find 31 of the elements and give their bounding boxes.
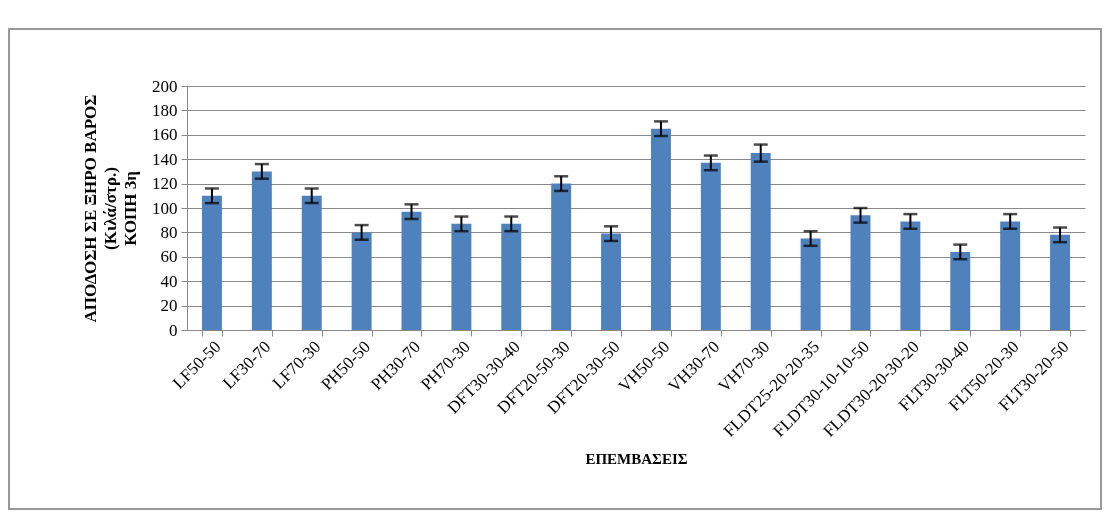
bar [700, 162, 721, 330]
y-tick-label: 160 [152, 125, 178, 145]
bar [251, 171, 272, 330]
y-tick-label: 180 [152, 100, 178, 120]
bar [850, 215, 871, 330]
bar [601, 233, 622, 330]
y-tick-label: 140 [152, 149, 178, 169]
x-axis-title: ΕΠΕΜΒΑΣΕΙΣ [585, 450, 688, 467]
bar [900, 221, 921, 330]
bar [1050, 234, 1071, 330]
y-tick-label: 20 [160, 296, 178, 316]
y-tick-label: 60 [160, 247, 178, 267]
bar [950, 251, 971, 330]
bar [1000, 221, 1021, 330]
bar [451, 223, 472, 330]
bar [301, 195, 322, 330]
y-axis-title: ΑΠΟΔΟΣΗ ΣΕ ΞΗΡΟ ΒΑΡΟΣ (Κιλά/στρ.) ΚΟΠΗ 3η [81, 94, 140, 323]
y-tick-label: 40 [160, 271, 178, 291]
bar [201, 195, 222, 330]
bar [800, 238, 821, 330]
bar [551, 183, 572, 330]
bar [351, 232, 372, 330]
bar [501, 223, 522, 330]
y-tick-label: 100 [152, 198, 178, 218]
y-tick-label: 200 [152, 76, 178, 96]
y-tick-label: 120 [152, 174, 178, 194]
y-tick-label: 0 [169, 320, 178, 340]
bar [750, 153, 771, 330]
y-tick-label: 80 [160, 222, 178, 242]
bar [401, 211, 422, 330]
bar [650, 128, 671, 330]
